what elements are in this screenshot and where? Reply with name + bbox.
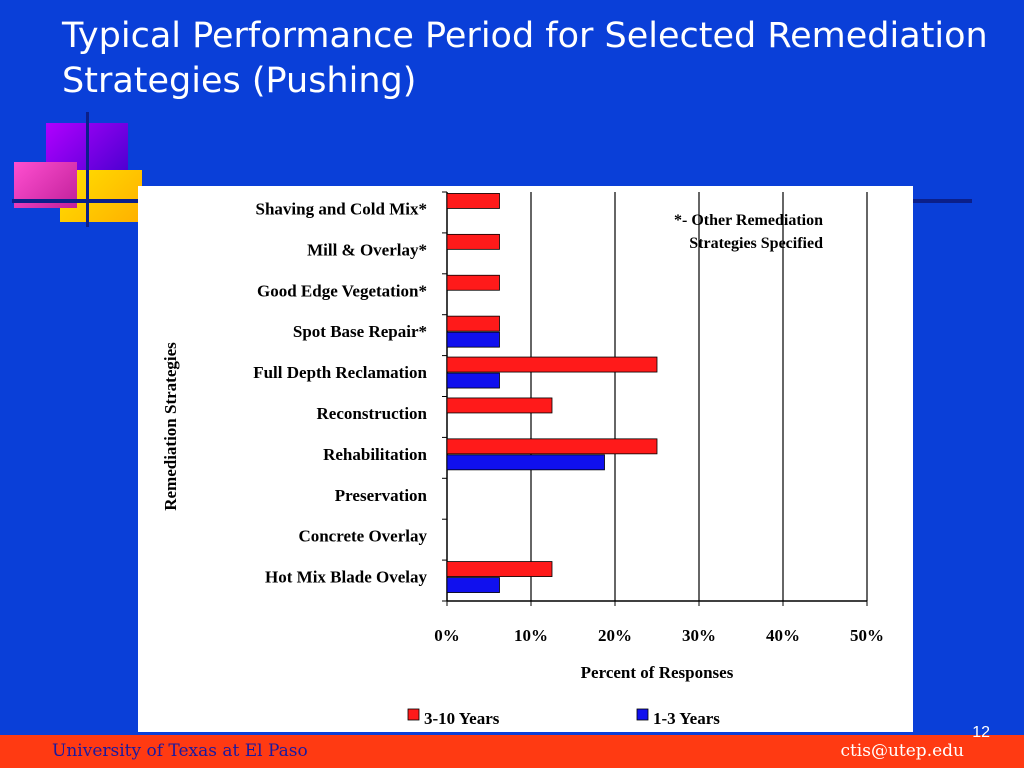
category-label: Preservation [335, 486, 428, 505]
category-label: Concrete Overlay [298, 527, 427, 546]
bar-3-10-years [446, 438, 658, 455]
x-tick-label: 20% [598, 626, 632, 645]
legend-swatch-3-10-years [407, 708, 420, 721]
bar-1-3-years [446, 331, 500, 348]
bar-3-10-years [446, 397, 553, 414]
decor-vertical-line [86, 112, 89, 227]
category-label: Good Edge Vegetation* [257, 281, 427, 300]
footer-email: ctis@utep.edu [840, 741, 964, 761]
category-label: Spot Base Repair* [293, 322, 427, 341]
x-tick-label: 0% [434, 626, 460, 645]
bar-1-3-years [446, 577, 500, 593]
legend-label-3-10-years: 3-10 Years [424, 709, 500, 728]
category-label: Rehabilitation [323, 445, 427, 464]
category-label: Shaving and Cold Mix* [256, 199, 427, 218]
x-tick-label: 30% [682, 626, 716, 645]
bar-3-10-years [446, 233, 500, 250]
bar-1-3-years [446, 372, 500, 389]
category-label: Reconstruction [317, 404, 428, 423]
legend-label-1-3-years: 1-3 Years [653, 709, 720, 728]
slide-title: Typical Performance Period for Selected … [62, 16, 988, 101]
footer-bar [0, 735, 1024, 768]
annotation-line-2: Strategies Specified [689, 235, 823, 252]
x-tick-label: 50% [850, 626, 884, 645]
bar-3-10-years [446, 561, 553, 577]
footer-institution: University of Texas at El Paso [52, 741, 308, 761]
chart-panel: Shaving and Cold Mix* Mill & Overlay* Good… [138, 186, 913, 732]
x-axis-title: Percent of Responses [581, 663, 734, 682]
bar-3-10-years [446, 274, 500, 291]
category-label: Full Depth Reclamation [253, 363, 427, 382]
x-tick-label: 10% [514, 626, 548, 645]
bar-1-3-years [446, 454, 605, 471]
bar-3-10-years [446, 315, 500, 332]
bar-chart: Shaving and Cold Mix* Mill & Overlay* Good… [161, 191, 884, 728]
bar-3-10-years [446, 356, 658, 373]
legend-swatch-1-3-years [636, 708, 649, 721]
annotation-line-1: *- Other Remediation [674, 212, 823, 229]
category-label: Hot Mix Blade Ovelay [265, 568, 427, 587]
category-label: Mill & Overlay* [307, 240, 427, 259]
bar-3-10-years [446, 193, 500, 209]
page-number: 12 [972, 724, 990, 741]
y-axis-title: Remediation Strategies [161, 342, 180, 511]
x-tick-label: 40% [766, 626, 800, 645]
